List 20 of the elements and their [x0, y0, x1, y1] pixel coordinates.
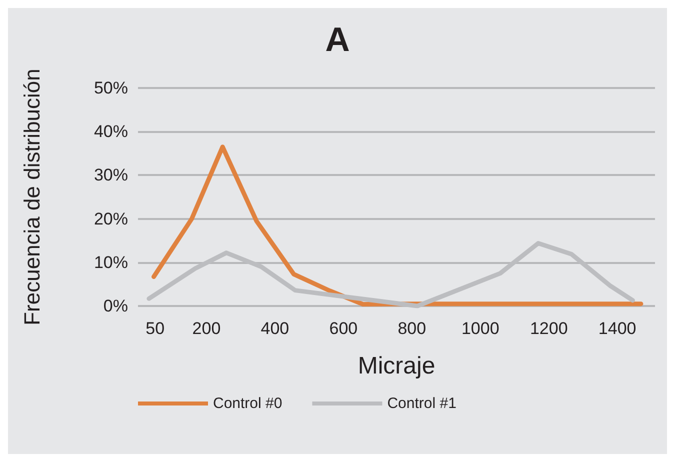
- y-tick-label: 30%: [94, 166, 128, 185]
- y-tick-label: 50%: [94, 78, 128, 98]
- y-tick-label: 40%: [94, 122, 128, 142]
- x-tick-label: 800: [398, 319, 426, 338]
- legend-label: Control #1: [387, 395, 456, 412]
- x-tick-label: 1400: [598, 319, 636, 338]
- legend-label: Control #0: [213, 395, 282, 412]
- y-tick-label: 0%: [103, 296, 128, 316]
- y-axis-title: Frecuencia de distribución: [20, 68, 44, 326]
- x-tick-label: 1200: [530, 319, 568, 338]
- x-tick-label: 50: [146, 319, 165, 338]
- x-axis-title: Micraje: [358, 352, 436, 380]
- line-series: [152, 144, 644, 307]
- chart-title: A: [325, 21, 350, 59]
- x-tick-label: 600: [329, 319, 358, 338]
- x-tick-label: 200: [192, 319, 221, 338]
- x-tick-label: 400: [260, 319, 290, 338]
- y-tick-label: 20%: [94, 209, 128, 228]
- y-tick-label: 10%: [94, 252, 128, 272]
- x-tick-label: 1000: [461, 319, 500, 338]
